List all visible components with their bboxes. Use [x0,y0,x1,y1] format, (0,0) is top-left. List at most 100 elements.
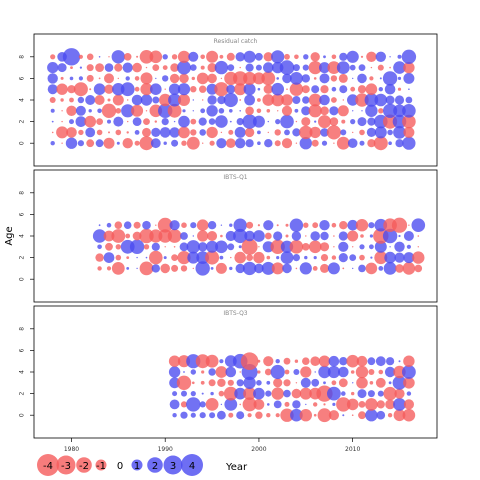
bubble [397,76,402,80]
bubbles [168,352,416,423]
bubble [414,264,423,273]
bubble [134,140,140,146]
bubble [403,355,415,367]
bubble [233,228,248,244]
y-tick-label: 8 [19,327,26,331]
legend-label: -4 [43,461,53,472]
bubble [239,66,241,69]
bubble [234,387,247,400]
bubble [86,74,94,82]
bubble [215,240,228,254]
bubble [385,399,395,410]
bubble [270,239,285,254]
bubble [299,387,312,400]
bubble [206,105,218,117]
bubble [78,76,83,81]
bubble [190,412,196,418]
bubble [367,390,375,398]
bubble [235,263,245,274]
bubble [365,83,378,95]
bubble [284,129,290,136]
bubble [256,380,262,386]
bubble [210,267,214,270]
bubble [369,76,374,81]
bubble [107,98,111,102]
legend-label: 3 [170,461,176,472]
bubble [308,61,322,75]
bubble [384,366,396,378]
bubble [257,98,261,102]
bubble [330,75,338,82]
bubble [69,119,74,125]
bubble [252,115,265,128]
bubble [378,108,384,114]
bubble [359,140,365,146]
bubble [239,371,241,373]
bubble [342,99,344,101]
bubble [126,256,130,259]
bubble [180,411,188,419]
legend-label: -1 [96,461,106,472]
bubble [199,401,206,408]
bubble [289,82,304,96]
bubble [133,221,141,229]
y-tick-label: 0 [19,141,26,145]
bubble [177,83,191,96]
bubble [201,370,205,374]
bubble [243,83,256,96]
bubble [327,365,340,379]
bubble [162,65,168,70]
bubble [207,231,218,241]
bubble [190,369,196,375]
bubble [170,63,179,72]
panel-3: IBTS-Q3 0 2 4 6 8 1980 1990 2000 2010 [19,305,438,453]
bubble [271,387,284,400]
bubble [310,52,320,62]
bubble [387,413,393,418]
bubble [417,235,420,237]
bubble [171,139,179,147]
bubble [301,74,310,83]
bubble [253,387,265,400]
bubble [225,366,237,378]
bubble [299,125,313,140]
bubble [398,360,401,363]
bubble [169,73,180,84]
bubble [357,73,367,84]
bubble [303,54,309,60]
bubble [318,355,331,367]
bubble [294,359,299,363]
bubble [164,246,166,248]
bubble [402,408,416,422]
bubble [168,93,182,107]
bubble [388,381,392,385]
bubble [389,246,391,248]
bubble [66,105,77,117]
bubble [127,120,129,123]
bubble [366,127,376,137]
bubble [285,234,289,238]
legend-bubble [131,459,143,471]
bubble [207,73,217,84]
bubble [149,229,163,243]
bubble [192,110,194,112]
bubble [229,120,232,123]
bubble [131,94,143,106]
bubble [402,104,416,118]
bubble [305,235,307,237]
bubble [292,96,301,104]
bubble [383,114,398,129]
bubble [323,381,326,385]
bubble [320,106,329,116]
bubble [229,223,233,227]
bubble [127,99,129,101]
bubble [220,131,223,134]
bubble [337,105,349,117]
bubble [257,130,261,135]
panel-title: Residual catch [214,38,258,45]
bubble [161,118,169,126]
bubble [333,246,335,248]
bubble [301,117,311,127]
bubble [242,397,257,412]
bubble [70,66,73,69]
